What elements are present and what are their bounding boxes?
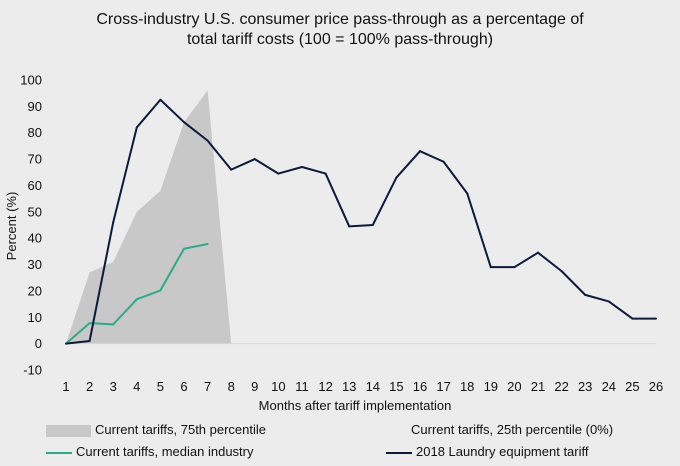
legend-label-25th: Current tariffs, 25th percentile (0%) <box>411 422 614 437</box>
point-2018-laundry-equipment-tariff <box>489 266 492 269</box>
x-tick-label: 12 <box>318 379 332 394</box>
point-2018-laundry-equipment-tariff <box>442 160 445 163</box>
chart-title-line-1: Cross-industry U.S. consumer price pass-… <box>96 11 584 28</box>
y-tick-label: 30 <box>28 257 42 272</box>
line-2018-laundry-equipment-tariff <box>65 98 656 345</box>
x-tick-label: 8 <box>228 379 235 394</box>
legend-item-median: Current tariffs, median industry <box>46 444 254 460</box>
legend-swatch-laundry <box>386 451 412 454</box>
x-tick-label: 19 <box>484 379 498 394</box>
x-tick-labels: 1 2 3 4 5 6 7 8 9 10 11 12 13 14 15 16 17 18 19 20 21 22 23 24 2… <box>62 379 663 394</box>
point-2018-laundry-equipment-tariff <box>537 251 539 254</box>
x-tick-label: 17 <box>436 379 450 394</box>
point-2018-laundry-equipment-tariff <box>560 270 563 273</box>
point-2018-laundry-equipment-tariff <box>395 176 398 179</box>
x-tick-label: 25 <box>625 379 639 394</box>
point-2018-laundry-equipment-tariff <box>301 166 303 168</box>
x-tick-label: 22 <box>554 379 568 394</box>
y-tick-label: 100 <box>20 73 42 88</box>
x-tick-label: 18 <box>460 379 474 394</box>
point-2018-laundry-equipment-tariff <box>135 126 138 129</box>
point-2018-laundry-equipment-tariff <box>466 192 469 195</box>
x-tick-label: 10 <box>271 379 285 394</box>
point-2018-laundry-equipment-tariff <box>253 158 256 161</box>
point-current-tariffs-median-industry <box>206 242 209 245</box>
x-tick-label: 15 <box>389 379 403 394</box>
point-2018-laundry-equipment-tariff <box>513 266 516 269</box>
x-tick-label: 2 <box>86 379 93 394</box>
y-tick-label: 60 <box>28 178 42 193</box>
x-tick-label: 5 <box>157 379 164 394</box>
x-tick-label: 7 <box>204 379 211 394</box>
y-axis-title: Percent (%) <box>4 192 19 261</box>
point-2018-laundry-equipment-tariff <box>371 224 374 226</box>
y-tick-labels: -10 0 10 20 30 40 50 60 70 80 90 100 <box>20 73 42 378</box>
x-tick-label: 16 <box>413 379 427 394</box>
x-tick-label: 24 <box>602 379 616 394</box>
x-tick-label: 23 <box>578 379 592 394</box>
point-2018-laundry-equipment-tariff <box>112 221 115 224</box>
area-layer <box>66 90 232 344</box>
point-2018-laundry-equipment-tariff <box>230 168 233 171</box>
x-tick-label: 26 <box>649 379 663 394</box>
point-2018-laundry-equipment-tariff <box>419 150 421 153</box>
legend-label-laundry: 2018 Laundry equipment tariff <box>416 444 589 459</box>
x-tick-label: 21 <box>531 379 545 394</box>
y-tick-label: 90 <box>28 99 42 114</box>
legend-item-75th: Current tariffs, 75th percentile <box>46 422 266 438</box>
y-tick-label: 10 <box>28 310 42 325</box>
legend-swatch-75th <box>46 424 91 437</box>
legend-label-75th: Current tariffs, 75th percentile <box>95 422 267 437</box>
x-tick-label: 1 <box>62 379 69 394</box>
point-2018-laundry-equipment-tariff <box>607 300 610 303</box>
point-current-tariffs-median-industry <box>183 247 185 250</box>
legend-swatch-median <box>46 451 72 454</box>
x-tick-label: 4 <box>133 379 140 394</box>
legend-item-25th: Current tariffs, 25th percentile (0%) <box>411 422 613 438</box>
point-2018-laundry-equipment-tariff <box>65 342 67 345</box>
legend-item-laundry: 2018 Laundry equipment tariff <box>386 444 589 460</box>
point-current-tariffs-median-industry <box>135 298 138 301</box>
point-2018-laundry-equipment-tariff <box>655 317 657 320</box>
point-current-tariffs-median-industry <box>112 323 115 326</box>
legend-label-median: Current tariffs, median industry <box>76 444 254 459</box>
x-tick-label: 13 <box>342 379 356 394</box>
y-tick-label: 50 <box>28 204 42 219</box>
point-current-tariffs-median-industry <box>159 289 162 292</box>
y-tick-label: -10 <box>23 363 42 378</box>
x-tick-label: 9 <box>251 379 258 394</box>
point-2018-laundry-equipment-tariff <box>584 293 587 296</box>
x-tick-label: 14 <box>366 379 380 394</box>
y-tick-label: 80 <box>28 125 42 140</box>
chart-title-line-2: total tariff costs (100 = 100% pass-thro… <box>186 31 494 48</box>
point-2018-laundry-equipment-tariff <box>206 139 209 142</box>
point-current-tariffs-median-industry <box>88 322 91 325</box>
x-tick-label: 3 <box>110 379 117 394</box>
x-tick-label: 6 <box>180 379 187 394</box>
point-2018-laundry-equipment-tariff <box>348 225 351 228</box>
y-tick-label: 0 <box>35 336 42 351</box>
y-tick-label: 70 <box>28 152 42 167</box>
x-tick-label: 20 <box>507 379 521 394</box>
point-2018-laundry-equipment-tariff <box>324 172 327 175</box>
point-2018-laundry-equipment-tariff <box>88 340 91 342</box>
x-tick-label: 11 <box>295 379 309 394</box>
x-axis-title: Months after tariff implementation <box>259 398 452 413</box>
point-2018-laundry-equipment-tariff <box>159 98 162 101</box>
area-current-tariffs-75th-percentile <box>66 90 232 344</box>
point-2018-laundry-equipment-tariff <box>183 121 185 124</box>
y-tick-label: 40 <box>28 231 42 246</box>
y-tick-label: 20 <box>28 283 42 298</box>
line-layer <box>65 98 657 345</box>
point-2018-laundry-equipment-tariff <box>631 317 634 320</box>
point-2018-laundry-equipment-tariff <box>277 172 280 175</box>
